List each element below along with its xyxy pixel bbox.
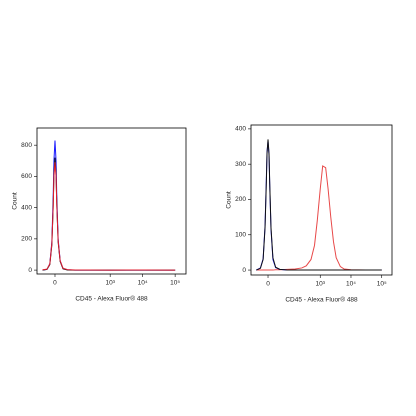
y-tick-label: 200 [235,196,246,203]
histogram-line [42,157,176,271]
y-axis-label: Count [12,192,19,210]
x-tick-label: 10³ [105,280,115,287]
histogram-line [256,165,382,271]
x-tick-label: 10⁴ [138,280,148,287]
y-tick-label: 600 [21,173,32,180]
x-tick-label: 10⁵ [170,280,180,287]
x-tick-label: 10³ [316,281,326,288]
histogram-line [42,162,176,271]
x-axis-label: CD45 - Alexa Fluor® 488 [75,295,148,303]
plot-frame [250,124,393,276]
x-tick-label: 10⁴ [346,281,356,288]
plot-frame [36,127,187,275]
y-tick-label: 400 [21,204,32,211]
x-tick-label: 10⁵ [377,281,387,288]
histogram-line [42,140,176,271]
y-tick-label: 300 [235,161,246,168]
y-axis-label: Count [226,191,233,209]
y-tick-label: 100 [235,231,246,238]
x-axis-label: CD45 - Alexa Fluor® 488 [285,296,358,304]
x-tick-label: 0 [53,280,57,287]
y-tick-label: 0 [242,267,246,274]
y-tick-label: 0 [28,267,32,274]
x-tick-label: 0 [266,281,270,288]
histogram-line [256,139,382,271]
y-tick-label: 400 [235,126,246,133]
y-tick-label: 200 [21,236,32,243]
y-tick-label: 800 [21,142,32,149]
